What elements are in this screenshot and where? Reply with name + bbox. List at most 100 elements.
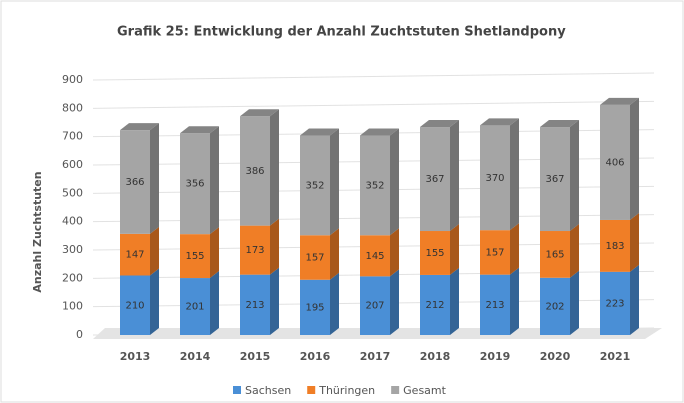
y-tick-label: 800	[62, 101, 83, 114]
data-label: 386	[245, 166, 264, 177]
data-label: 366	[125, 177, 144, 188]
data-label: 352	[365, 180, 384, 191]
bar-segment	[420, 127, 450, 232]
x-tick-label: 2020	[540, 350, 571, 363]
bar-segment	[300, 235, 330, 280]
y-tick-label: 100	[62, 300, 83, 313]
y-tick-label: 400	[62, 215, 83, 228]
bar-segment	[120, 130, 150, 234]
y-tick-label: 300	[62, 243, 83, 256]
bar-segment	[120, 233, 150, 276]
data-label: 356	[185, 179, 204, 190]
bar-segment	[420, 274, 450, 335]
bar-top	[600, 97, 639, 105]
data-label: 223	[605, 298, 624, 309]
bar-side	[450, 267, 459, 335]
data-label: 213	[245, 300, 264, 311]
data-label: 406	[605, 157, 624, 168]
x-tick-label: 2013	[120, 350, 151, 363]
data-label: 367	[545, 174, 564, 185]
bar-segment	[180, 133, 210, 235]
x-tick-label: 2018	[420, 350, 451, 363]
bar-segment	[480, 230, 510, 275]
legend-label: Sachsen	[245, 384, 291, 397]
bar-segment	[480, 125, 510, 231]
bar-segment	[420, 231, 450, 275]
x-tick-label: 2015	[240, 350, 271, 363]
bar-side	[210, 271, 219, 335]
data-label: 173	[245, 245, 264, 256]
bar-top	[360, 128, 399, 136]
bar-segment	[360, 276, 390, 335]
bar-segment	[360, 235, 390, 277]
bar-segment	[600, 104, 630, 220]
bar-side	[510, 223, 519, 275]
bar-segment	[120, 275, 150, 335]
data-label: 165	[545, 249, 564, 260]
data-label: 212	[425, 300, 444, 311]
data-label: 157	[305, 253, 324, 264]
legend-swatch	[233, 386, 241, 394]
data-label: 201	[185, 302, 204, 313]
data-label: 145	[365, 251, 384, 262]
bar-top	[180, 126, 219, 134]
x-tick-label: 2016	[300, 350, 331, 363]
chart-title: Grafik 25: Entwicklung der Anzahl Zuchts…	[117, 25, 566, 40]
x-tick-label: 2021	[600, 350, 631, 363]
bar-segment	[540, 127, 570, 232]
bar-top	[540, 120, 579, 128]
y-tick-label: 0	[76, 328, 83, 341]
bar-segment	[540, 231, 570, 278]
bar-side	[150, 268, 159, 335]
data-label: 202	[545, 301, 564, 312]
bar-side	[150, 226, 159, 276]
bar-side	[570, 224, 579, 278]
bar-side	[390, 228, 399, 277]
data-label: 210	[125, 300, 144, 311]
bar-segment	[540, 277, 570, 335]
bar-side	[630, 97, 639, 220]
bar-top	[300, 128, 339, 136]
bar-top	[240, 109, 279, 117]
y-tick-label: 900	[62, 73, 83, 86]
bar-segment	[480, 274, 510, 335]
y-tick-label: 700	[62, 130, 83, 143]
bar-segment	[600, 271, 630, 335]
bar-side	[570, 120, 579, 232]
bar-segment	[360, 135, 390, 236]
bar-side	[570, 270, 579, 335]
bar-side	[510, 118, 519, 231]
bar-segment	[300, 279, 330, 335]
x-tick-label: 2019	[480, 350, 511, 363]
data-label: 213	[485, 300, 504, 311]
data-label: 155	[185, 251, 204, 262]
bar-side	[210, 126, 219, 235]
data-label: 195	[305, 302, 324, 313]
y-axis-label: Anzahl Zuchtstuten	[31, 171, 44, 292]
x-tick-label: 2017	[360, 350, 391, 363]
bar-side	[390, 128, 399, 236]
legend-swatch	[307, 386, 316, 394]
grid-line	[92, 100, 655, 109]
y-tick-label: 600	[62, 158, 83, 171]
bar-segment	[180, 234, 210, 279]
bar-segment	[180, 278, 210, 335]
bar-side	[630, 264, 639, 335]
data-label: 155	[425, 248, 444, 259]
legend-swatch	[391, 386, 400, 394]
legend-label: Gesamt	[403, 384, 446, 397]
bar-top	[120, 123, 159, 131]
y-tick-label: 200	[62, 271, 83, 284]
bar-segment	[300, 135, 330, 236]
bar-side	[210, 227, 219, 279]
bar-side	[270, 109, 279, 226]
bar-side	[630, 212, 639, 272]
bar-segment	[240, 225, 270, 275]
bar-side	[150, 123, 159, 234]
data-label: 207	[365, 301, 384, 312]
data-label: 183	[605, 241, 624, 252]
bar-side	[510, 267, 519, 335]
legend-label: Thüringen	[318, 384, 375, 397]
bar-segment	[240, 116, 270, 226]
